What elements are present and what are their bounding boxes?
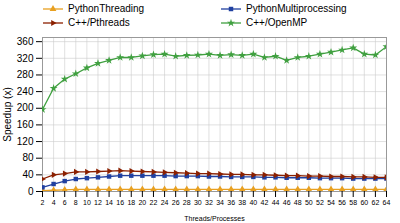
html-text:PythonMultiprocessing: PythonMultiprocessing	[246, 3, 347, 14]
svg-text:64: 64	[383, 199, 391, 206]
svg-text:16: 16	[116, 199, 124, 206]
svg-text:Threads/Processes: Threads/Processes	[184, 215, 245, 222]
svg-text:280: 280	[17, 69, 34, 80]
svg-text:240: 240	[17, 86, 34, 97]
svg-text:38: 38	[238, 199, 246, 206]
svg-text:80: 80	[22, 152, 34, 163]
svg-text:56: 56	[338, 199, 346, 206]
svg-text:26: 26	[172, 199, 180, 206]
svg-text:60: 60	[360, 199, 368, 206]
svg-text:32: 32	[205, 199, 213, 206]
html-text:C++/OpenMP: C++/OpenMP	[246, 17, 308, 28]
html-text:PythonThreading: PythonThreading	[68, 3, 145, 14]
svg-text:10: 10	[83, 199, 91, 206]
svg-text:40: 40	[249, 199, 257, 206]
svg-text:4: 4	[52, 199, 56, 206]
svg-text:22: 22	[150, 199, 158, 206]
svg-text:34: 34	[216, 199, 224, 206]
svg-text:40: 40	[22, 169, 34, 180]
svg-text:54: 54	[327, 199, 335, 206]
svg-text:Speedup (x): Speedup (x)	[2, 87, 13, 141]
svg-text:12: 12	[94, 199, 102, 206]
svg-text:2: 2	[41, 199, 45, 206]
svg-text:360: 360	[17, 36, 34, 47]
svg-text:20: 20	[138, 199, 146, 206]
svg-text:44: 44	[272, 199, 280, 206]
svg-text:18: 18	[127, 199, 135, 206]
svg-text:58: 58	[349, 199, 357, 206]
svg-text:24: 24	[161, 199, 169, 206]
svg-text:160: 160	[17, 119, 34, 130]
svg-text:320: 320	[17, 53, 34, 64]
svg-text:62: 62	[372, 199, 380, 206]
svg-text:0: 0	[28, 186, 34, 197]
html-text:C++/Pthreads: C++/Pthreads	[68, 17, 130, 28]
svg-text:120: 120	[17, 136, 34, 147]
svg-text:6: 6	[63, 199, 67, 206]
svg-text:42: 42	[261, 199, 269, 206]
svg-text:200: 200	[17, 102, 34, 113]
svg-text:36: 36	[227, 199, 235, 206]
svg-text:50: 50	[305, 199, 313, 206]
svg-text:52: 52	[316, 199, 324, 206]
svg-text:28: 28	[183, 199, 191, 206]
svg-text:8: 8	[74, 199, 78, 206]
svg-text:30: 30	[194, 199, 202, 206]
svg-text:46: 46	[283, 199, 291, 206]
svg-text:14: 14	[105, 199, 113, 206]
svg-text:48: 48	[294, 199, 302, 206]
